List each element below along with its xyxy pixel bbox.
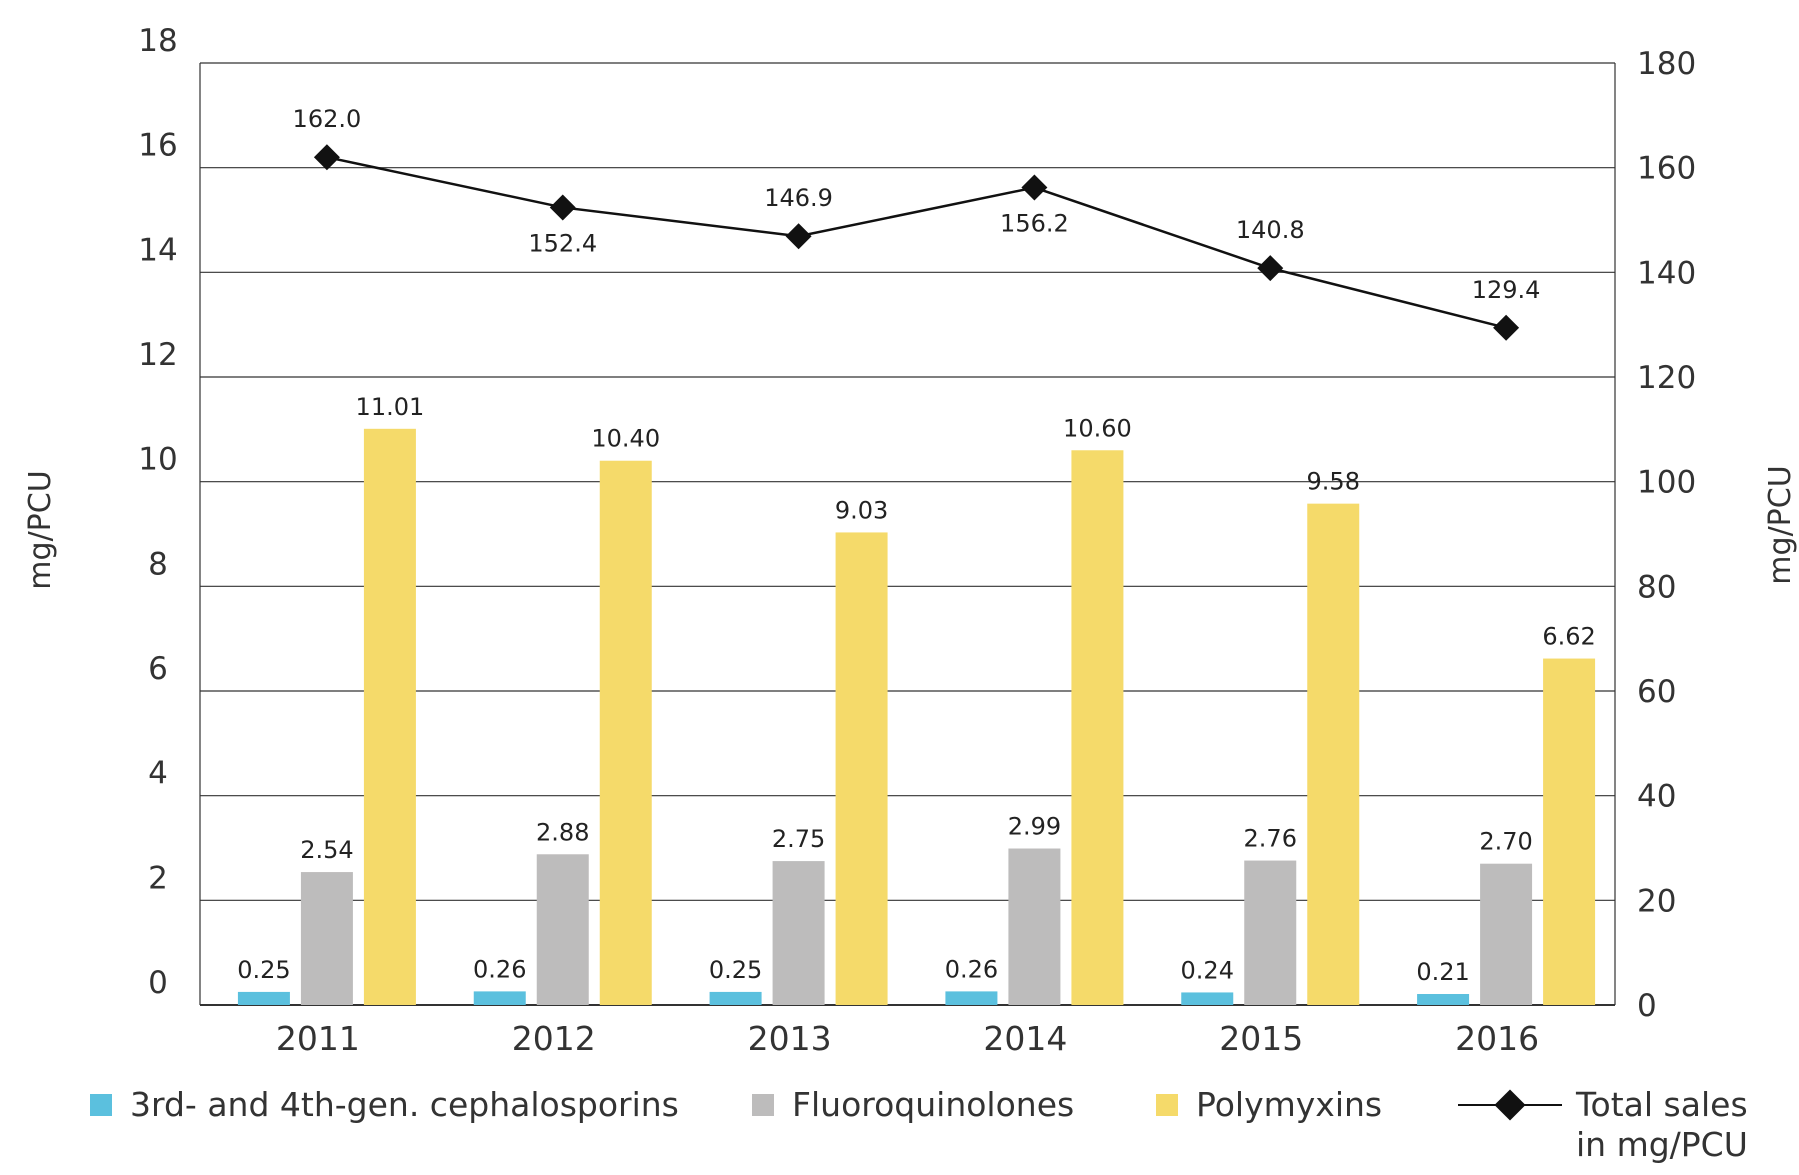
axes: 0246810121416180204060801001201401601802… — [23, 23, 1798, 1058]
left-axis-tick-label: 14 — [138, 232, 177, 268]
label-total-sales: 162.0 — [293, 105, 362, 133]
bar-fluoroquinolones — [536, 854, 589, 1005]
left-axis-title: mg/PCU — [23, 470, 58, 589]
label-polymyxins: 10.60 — [1063, 414, 1132, 442]
left-axis-tick-label: 4 — [148, 756, 168, 792]
right-axis-tick-label: 40 — [1637, 779, 1676, 815]
gridlines — [199, 62, 1616, 1006]
label-polymyxins: 6.62 — [1542, 623, 1595, 651]
bar-polymyxins — [363, 428, 416, 1005]
x-axis-tick-label: 2012 — [512, 1019, 596, 1058]
bar-cephalosporins — [945, 991, 998, 1005]
label-cephalosporins: 0.25 — [709, 956, 762, 984]
legend-item-polymyxins: Polymyxins — [1156, 1085, 1382, 1125]
legend-label: Polymyxins — [1196, 1085, 1383, 1124]
legend-swatch-polymyxins — [1156, 1094, 1178, 1116]
label-fluoroquinolones: 2.70 — [1479, 828, 1532, 856]
total-sales-point — [1493, 314, 1520, 341]
label-total-sales: 140.8 — [1236, 216, 1305, 244]
legend-label: 3rd- and 4th-gen. cephalosporins — [130, 1085, 679, 1124]
label-polymyxins: 11.01 — [356, 393, 425, 421]
bar-cephalosporins — [237, 991, 290, 1005]
bar-polymyxins — [1307, 503, 1360, 1005]
label-polymyxins: 9.58 — [1307, 468, 1360, 496]
bar-fluoroquinolones — [1244, 860, 1297, 1005]
legend-item-cephalosporins: 3rd- and 4th-gen. cephalosporins — [90, 1085, 679, 1125]
data-labels: 0.25 0.26 0.25 0.26 0.24 0.21 2.54 2.88 2.75 2.99… — [237, 105, 1596, 986]
label-polymyxins: 10.40 — [591, 425, 660, 453]
x-axis-tick-label: 2015 — [1219, 1019, 1303, 1058]
legend-swatch-fluoroquinolones — [752, 1094, 774, 1116]
bars — [237, 428, 1596, 1005]
left-axis-tick-label: 10 — [138, 442, 177, 478]
label-total-sales: 129.4 — [1472, 276, 1541, 304]
total-sales-point — [313, 144, 340, 171]
left-axis-tick-label: 8 — [148, 546, 168, 582]
x-axis-tick-label: 2014 — [983, 1019, 1067, 1058]
right-axis-tick-label: 60 — [1637, 674, 1676, 710]
right-axis-tick-label: 100 — [1637, 465, 1696, 501]
total-sales-point — [549, 194, 576, 221]
label-cephalosporins: 0.21 — [1416, 958, 1469, 986]
left-axis-tick-label: 0 — [148, 965, 168, 1001]
legend-item-fluoroquinolones: Fluoroquinolones — [752, 1085, 1074, 1125]
label-cephalosporins: 0.26 — [473, 955, 526, 983]
label-fluoroquinolones: 2.76 — [1244, 825, 1297, 853]
right-axis-tick-label: 140 — [1637, 255, 1696, 291]
right-axis-tick-label: 20 — [1637, 883, 1676, 919]
right-axis-tick-label: 160 — [1637, 151, 1696, 187]
left-axis-tick-label: 6 — [148, 651, 168, 687]
bar-polymyxins — [835, 532, 888, 1005]
total-sales-line — [313, 144, 1520, 341]
bar-cephalosporins — [1181, 992, 1234, 1005]
bar-polymyxins — [1543, 658, 1596, 1005]
right-axis-tick-label: 120 — [1637, 360, 1696, 396]
chart: 0.25 0.26 0.25 0.26 0.24 0.21 2.54 2.88 2.75 2.99… — [23, 23, 1798, 1058]
legend-line-marker-icon — [1458, 1085, 1562, 1125]
total-sales-point — [1257, 255, 1284, 282]
legend-label: Total sales in mg/PCU — [1576, 1085, 1748, 1164]
label-total-sales: 146.9 — [764, 184, 833, 212]
label-total-sales: 156.2 — [1000, 210, 1069, 238]
label-fluoroquinolones: 2.88 — [536, 818, 589, 846]
bar-fluoroquinolones — [300, 872, 353, 1005]
legend-label: Fluoroquinolones — [792, 1085, 1075, 1124]
x-axis-tick-label: 2011 — [276, 1019, 360, 1058]
legend-item-total-sales: Total sales in mg/PCU — [1458, 1085, 1748, 1165]
x-axis-tick-label: 2016 — [1455, 1019, 1539, 1058]
bar-cephalosporins — [1417, 994, 1470, 1005]
total-sales-point — [1021, 174, 1048, 201]
label-cephalosporins: 0.24 — [1181, 956, 1234, 984]
left-axis-tick-label: 16 — [138, 128, 177, 164]
label-fluoroquinolones: 2.75 — [772, 825, 825, 853]
label-polymyxins: 9.03 — [835, 496, 888, 524]
left-axis-tick-label: 2 — [148, 860, 168, 896]
total-sales-path — [326, 155, 1507, 330]
right-axis-tick-label: 180 — [1637, 46, 1696, 82]
label-cephalosporins: 0.25 — [237, 956, 290, 984]
left-axis-tick-label: 18 — [138, 23, 177, 59]
bar-cephalosporins — [709, 991, 762, 1005]
bar-fluoroquinolones — [1008, 848, 1061, 1005]
label-fluoroquinolones: 2.99 — [1008, 813, 1061, 841]
legend: 3rd- and 4th-gen. cephalosporins Fluoroq… — [0, 1085, 1799, 1175]
bar-cephalosporins — [473, 991, 526, 1005]
bar-fluoroquinolones — [772, 861, 825, 1005]
right-axis-tick-label: 80 — [1637, 569, 1676, 605]
label-cephalosporins: 0.26 — [945, 955, 998, 983]
label-fluoroquinolones: 2.54 — [300, 836, 353, 864]
bar-fluoroquinolones — [1480, 863, 1533, 1005]
left-axis-tick-label: 12 — [138, 337, 177, 373]
total-sales-point — [785, 223, 812, 250]
bar-polymyxins — [1071, 450, 1124, 1005]
right-axis-tick-label: 0 — [1637, 988, 1657, 1024]
label-total-sales: 152.4 — [528, 229, 597, 257]
right-axis-title: mg/PCU — [1763, 465, 1798, 584]
x-axis-tick-label: 2013 — [748, 1019, 832, 1058]
legend-swatch-cephalosporins — [90, 1094, 112, 1116]
bar-polymyxins — [599, 460, 652, 1005]
